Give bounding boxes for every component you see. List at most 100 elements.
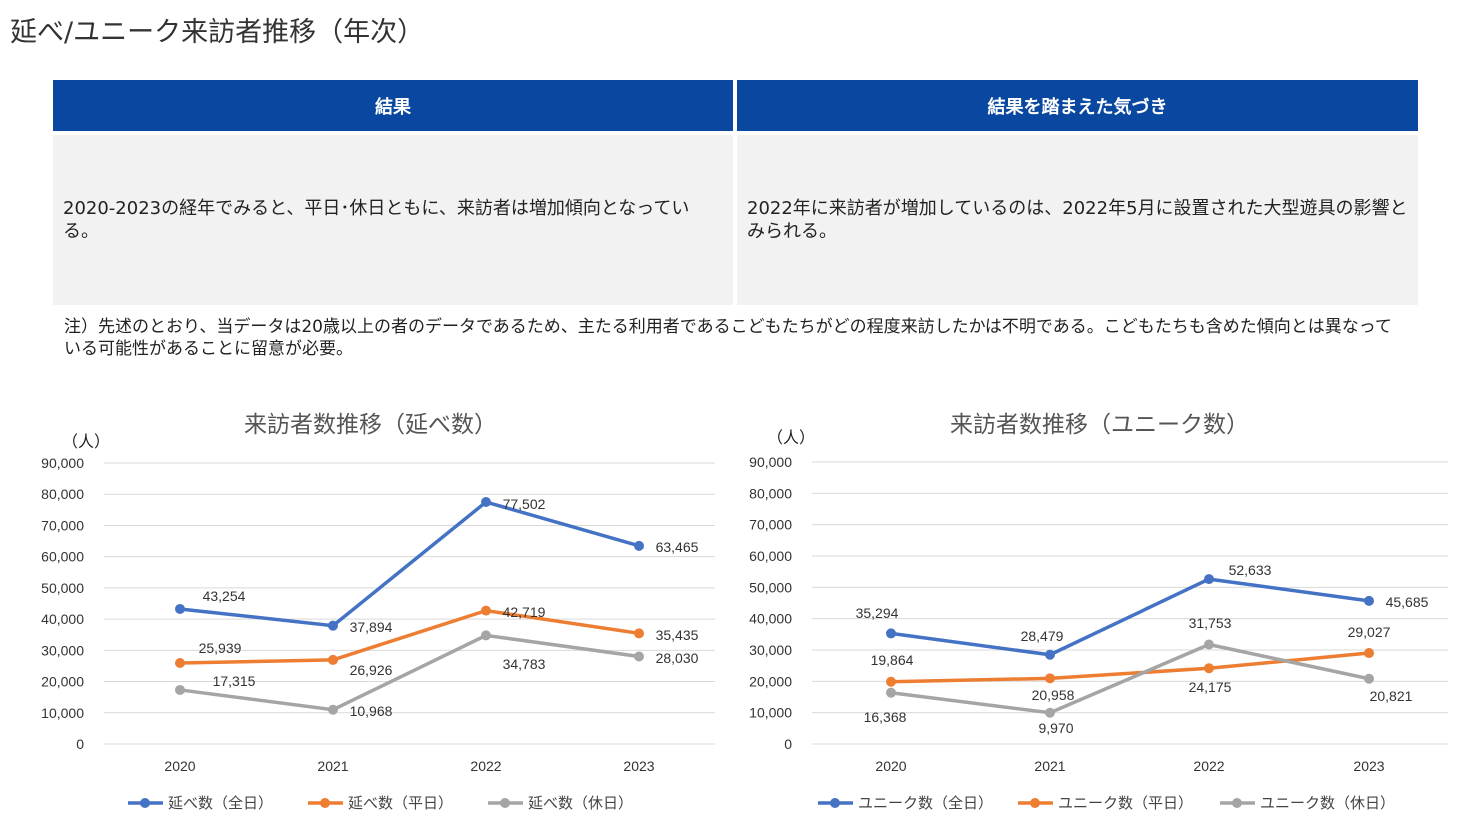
data-label: 34,783 bbox=[503, 656, 546, 672]
data-point bbox=[1045, 673, 1055, 684]
y-tick-label: 10,000 bbox=[749, 705, 792, 721]
data-label: 19,864 bbox=[871, 652, 914, 668]
legend-marker bbox=[140, 798, 150, 808]
x-tick-label: 2023 bbox=[1353, 758, 1384, 774]
data-point bbox=[1204, 574, 1214, 585]
data-point bbox=[175, 603, 185, 614]
series-line bbox=[179, 608, 640, 665]
data-label: 35,435 bbox=[656, 627, 699, 643]
y-tick-label: 30,000 bbox=[41, 642, 84, 658]
legend-marker bbox=[830, 798, 840, 808]
data-point bbox=[481, 630, 491, 641]
chart2-title: 来訪者数推移（ユニーク数） bbox=[950, 412, 1249, 438]
data-label: 28,030 bbox=[656, 650, 699, 666]
data-label: 31,753 bbox=[1189, 615, 1232, 631]
data-point bbox=[1045, 649, 1055, 660]
data-point bbox=[328, 704, 338, 715]
table-header-insight: 結果を踏まえた気づき bbox=[737, 80, 1418, 131]
y-tick-label: 0 bbox=[76, 736, 84, 752]
data-label: 17,315 bbox=[213, 673, 256, 689]
legend-label: 延べ数（全日） bbox=[168, 794, 273, 812]
y-tick-label: 60,000 bbox=[749, 548, 792, 564]
y-tick-label: 50,000 bbox=[749, 579, 792, 595]
series-line bbox=[890, 577, 1370, 657]
data-point bbox=[1364, 595, 1374, 606]
y-tick-label: 30,000 bbox=[749, 642, 792, 658]
data-point bbox=[328, 620, 338, 631]
data-point bbox=[634, 651, 644, 662]
legend-marker bbox=[1030, 798, 1040, 808]
data-point bbox=[1045, 707, 1055, 718]
data-point bbox=[886, 687, 896, 698]
data-label: 9,970 bbox=[1038, 720, 1073, 736]
y-tick-label: 10,000 bbox=[41, 705, 84, 721]
data-label: 16,368 bbox=[864, 709, 907, 725]
data-point bbox=[481, 497, 491, 508]
y-tick-label: 0 bbox=[784, 736, 792, 752]
data-label: 63,465 bbox=[656, 539, 699, 555]
legend-marker bbox=[500, 798, 510, 808]
series-line bbox=[179, 633, 640, 712]
series-line bbox=[890, 642, 1370, 715]
table-header-result: 結果 bbox=[53, 80, 733, 131]
y-tick-label: 90,000 bbox=[41, 455, 84, 471]
data-label: 28,479 bbox=[1021, 628, 1064, 644]
x-tick-label: 2021 bbox=[1034, 758, 1065, 774]
legend-label: ユニーク数（休日） bbox=[1260, 795, 1395, 812]
note-text: 注）先述のとおり、当データは20歳以上の者のデータであるため、主たる利用者である… bbox=[64, 317, 1392, 359]
data-point bbox=[634, 540, 644, 551]
data-label: 26,926 bbox=[350, 662, 393, 678]
y-tick-label: 70,000 bbox=[749, 517, 792, 533]
y-tick-label: 70,000 bbox=[41, 517, 84, 533]
data-label: 20,821 bbox=[1370, 688, 1413, 704]
y-tick-label: 50,000 bbox=[41, 580, 84, 596]
data-point bbox=[481, 605, 491, 616]
data-label: 24,175 bbox=[1189, 679, 1232, 695]
data-label: 37,894 bbox=[350, 619, 393, 635]
x-tick-label: 2022 bbox=[1193, 758, 1224, 774]
data-point bbox=[1364, 648, 1374, 659]
series-line bbox=[179, 500, 640, 628]
data-label: 42,719 bbox=[503, 604, 546, 620]
data-label: 35,294 bbox=[856, 605, 899, 621]
legend-marker bbox=[1232, 798, 1242, 808]
table-cell-insight: 2022年に来訪者が増加しているのは、2022年5月に設置された大型遊具の影響と… bbox=[737, 135, 1418, 305]
data-label: 25,939 bbox=[199, 640, 242, 656]
data-point bbox=[1204, 639, 1214, 650]
x-tick-label: 2021 bbox=[317, 758, 348, 774]
legend-label: ユニーク数（平日） bbox=[1058, 795, 1193, 812]
y-tick-label: 20,000 bbox=[749, 673, 792, 689]
data-label: 45,685 bbox=[1386, 594, 1429, 610]
table-cell-result: 2020-2023の経年でみると、平日･休日ともに、来訪者は増加傾向となっている… bbox=[53, 135, 733, 305]
data-point bbox=[886, 628, 896, 639]
data-point bbox=[886, 676, 896, 687]
x-tick-label: 2020 bbox=[164, 758, 195, 774]
data-label: 43,254 bbox=[203, 588, 246, 604]
y-tick-label: 90,000 bbox=[749, 454, 792, 470]
legend-label: 延べ数（休日） bbox=[528, 795, 633, 812]
data-point bbox=[328, 654, 338, 665]
legend-label: 延べ数（平日） bbox=[348, 795, 453, 812]
legend-marker bbox=[320, 798, 330, 808]
x-tick-label: 2023 bbox=[623, 758, 654, 774]
y-tick-label: 40,000 bbox=[41, 611, 84, 627]
data-point bbox=[1204, 663, 1214, 674]
y-tick-label: 60,000 bbox=[41, 549, 84, 565]
y-tick-label: 40,000 bbox=[749, 611, 792, 627]
chart1-unit: （人） bbox=[62, 432, 111, 451]
data-point bbox=[175, 658, 185, 669]
data-label: 10,968 bbox=[350, 703, 393, 719]
data-label: 29,027 bbox=[1348, 624, 1391, 640]
data-label: 20,958 bbox=[1032, 687, 1075, 703]
y-tick-label: 20,000 bbox=[41, 674, 84, 690]
data-label: 52,633 bbox=[1229, 562, 1272, 578]
legend-label: ユニーク数（全日） bbox=[858, 794, 993, 812]
data-label: 77,502 bbox=[503, 496, 546, 512]
chart1-title: 来訪者数推移（延べ数） bbox=[244, 412, 497, 438]
x-tick-label: 2020 bbox=[875, 758, 906, 774]
data-point bbox=[175, 684, 185, 695]
data-point bbox=[634, 628, 644, 639]
y-tick-label: 80,000 bbox=[41, 486, 84, 502]
x-tick-label: 2022 bbox=[470, 758, 501, 774]
